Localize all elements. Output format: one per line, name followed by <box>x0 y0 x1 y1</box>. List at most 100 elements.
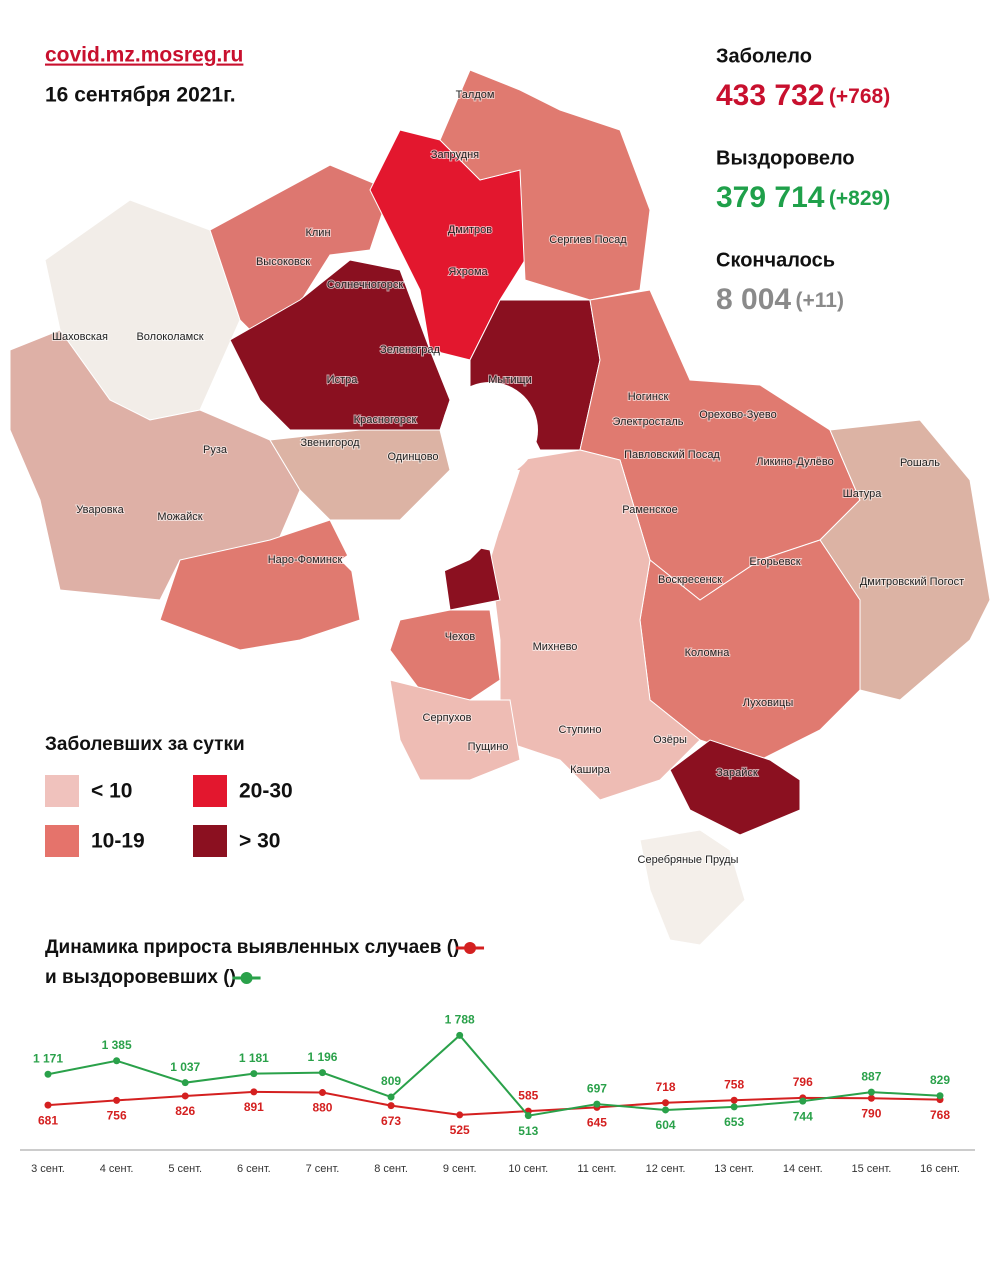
data-label: 744 <box>793 1109 813 1123</box>
data-label: 796 <box>793 1075 813 1089</box>
data-label: 756 <box>107 1109 127 1123</box>
region <box>209 164 391 351</box>
place-label: Серебряные Пруды <box>638 854 739 866</box>
place-label: Пущино <box>468 741 509 753</box>
legend-title: Заболевших за сутки <box>45 734 245 755</box>
place-label: Истра <box>327 374 359 386</box>
legend-dot <box>464 942 477 954</box>
data-label: 585 <box>518 1088 538 1102</box>
place-label: Зеленоград <box>380 344 440 356</box>
data-label: 1 385 <box>102 1038 132 1052</box>
stat-delta: (+768) <box>829 85 890 108</box>
point <box>456 1111 464 1119</box>
data-label: 1 181 <box>239 1051 269 1065</box>
point <box>662 1106 670 1114</box>
place-label: Руза <box>203 444 228 456</box>
point <box>318 1089 326 1097</box>
place-label: Наро-Фоминск <box>268 554 343 566</box>
point <box>44 1101 52 1109</box>
region <box>9 329 301 601</box>
place-label: Коломна <box>685 647 731 659</box>
point <box>524 1112 532 1120</box>
place-label: Ступино <box>559 724 602 736</box>
place-label: Егорьевск <box>749 556 800 568</box>
point <box>113 1096 121 1104</box>
site: covid.mz.mosreg.ru <box>45 44 243 67</box>
data-label: 525 <box>450 1123 470 1137</box>
region <box>639 829 746 946</box>
data-label: 645 <box>587 1116 607 1130</box>
x-tick-label: 13 сент. <box>714 1163 754 1175</box>
stat-value: 8 004 (+11) <box>716 283 844 316</box>
region <box>489 449 701 801</box>
stat-number: 433 732 <box>716 79 824 112</box>
place-label: Высоковск <box>256 256 310 268</box>
point <box>662 1099 670 1107</box>
place-label: Клин <box>305 227 330 239</box>
x-tick-label: 6 сент. <box>237 1163 271 1175</box>
legend-label: 20-30 <box>239 780 293 803</box>
place-label: Шаховская <box>52 331 108 343</box>
place-label: Рошаль <box>900 457 940 469</box>
legend-label: 10-19 <box>91 830 145 853</box>
stat-label: Выздоровело <box>716 147 855 169</box>
place-label: Кашира <box>570 764 611 776</box>
data-label: 790 <box>861 1106 881 1120</box>
place-label: Луховицы <box>743 697 794 709</box>
x-tick-label: 7 сент. <box>306 1163 340 1175</box>
data-label: 768 <box>930 1108 950 1122</box>
series-line <box>47 1090 941 1116</box>
data-label: 829 <box>930 1073 950 1087</box>
data-label: 513 <box>518 1124 538 1138</box>
point <box>456 1031 464 1039</box>
data-label: 1 037 <box>170 1060 200 1074</box>
x-tick-label: 10 сент. <box>508 1163 548 1175</box>
region <box>159 519 361 651</box>
place-label: Талдом <box>456 89 495 101</box>
point <box>593 1100 601 1108</box>
place-label: Дмитров <box>448 224 492 236</box>
chart-title: и выздоровевших () <box>45 967 236 988</box>
place-label: Дмитровский Погост <box>860 576 964 588</box>
stat-value: 433 732 (+768) <box>716 79 890 112</box>
stat-label: Заболело <box>716 45 812 67</box>
x-tick-label: 11 сент. <box>577 1163 616 1175</box>
point <box>799 1097 807 1105</box>
point <box>936 1092 944 1100</box>
x-tick-label: 8 сент. <box>374 1163 408 1175</box>
point <box>730 1096 738 1104</box>
point <box>181 1079 189 1087</box>
title-text: и выздоровевших ( <box>45 967 230 988</box>
date: 16 сентября 2021г. <box>45 84 236 107</box>
stat-number: 379 714 <box>716 181 825 214</box>
place-label: Воскресенск <box>658 574 722 586</box>
stat-label: Скончалось <box>716 249 835 271</box>
stat-delta: (+829) <box>829 187 890 210</box>
point <box>867 1088 875 1096</box>
legend-swatch <box>45 775 79 807</box>
place-label: Шатура <box>843 488 883 500</box>
place-label: Озёры <box>653 734 687 746</box>
map <box>9 69 991 946</box>
point <box>181 1092 189 1100</box>
region <box>439 69 651 301</box>
place-label: Мытищи <box>488 374 531 386</box>
moscow <box>442 382 538 478</box>
stat-number: 8 004 <box>716 283 791 316</box>
place-label: Орехово-Зуево <box>699 409 777 421</box>
stat-value: 379 714 (+829) <box>716 181 890 214</box>
data-label: 880 <box>312 1101 332 1115</box>
point <box>318 1069 326 1077</box>
legend-dot <box>240 972 253 984</box>
region <box>389 609 501 701</box>
point <box>387 1102 395 1110</box>
point <box>44 1070 52 1078</box>
place-label: Сергиев Посад <box>549 234 627 246</box>
place-label: Ногинск <box>628 391 669 403</box>
place-label: Павловский Посад <box>624 449 720 461</box>
stat-delta: (+11) <box>796 289 844 312</box>
place-label: Электросталь <box>613 416 684 428</box>
x-tick-label: 3 сент. <box>31 1163 65 1175</box>
chart-title: Динамика прироста выявленных случаев () <box>45 937 459 958</box>
x-tick-label: 14 сент. <box>783 1163 823 1175</box>
